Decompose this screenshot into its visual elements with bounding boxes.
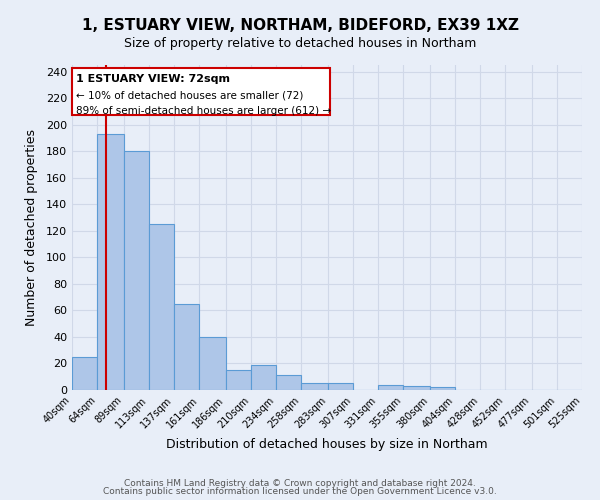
Bar (251, 365, 276, 390)
Bar (378, 384, 403, 390)
Bar (226, 370, 251, 390)
Bar (276, 376, 301, 390)
Bar (149, 224, 174, 390)
Text: Contains public sector information licensed under the Open Government Licence v3: Contains public sector information licen… (103, 488, 497, 496)
Bar (97, 134, 124, 390)
Text: 1 ESTUARY VIEW: 72sqm: 1 ESTUARY VIEW: 72sqm (76, 74, 230, 85)
X-axis label: Distribution of detached houses by size in Northam: Distribution of detached houses by size … (166, 438, 488, 451)
Text: Contains HM Land Registry data © Crown copyright and database right 2024.: Contains HM Land Registry data © Crown c… (124, 478, 476, 488)
Bar (328, 384, 353, 390)
Bar (174, 304, 199, 390)
Bar (403, 386, 430, 390)
Text: 89% of semi-detached houses are larger (612) →: 89% of semi-detached houses are larger (… (76, 106, 331, 116)
Bar (301, 384, 328, 390)
Bar (124, 151, 149, 390)
Text: ← 10% of detached houses are smaller (72): ← 10% of detached houses are smaller (72… (76, 90, 304, 100)
Bar (199, 337, 226, 390)
Bar (72, 357, 97, 390)
Bar (430, 388, 455, 390)
Text: 1, ESTUARY VIEW, NORTHAM, BIDEFORD, EX39 1XZ: 1, ESTUARY VIEW, NORTHAM, BIDEFORD, EX39… (82, 18, 518, 32)
FancyBboxPatch shape (72, 68, 329, 116)
Y-axis label: Number of detached properties: Number of detached properties (25, 129, 38, 326)
Text: Size of property relative to detached houses in Northam: Size of property relative to detached ho… (124, 38, 476, 51)
